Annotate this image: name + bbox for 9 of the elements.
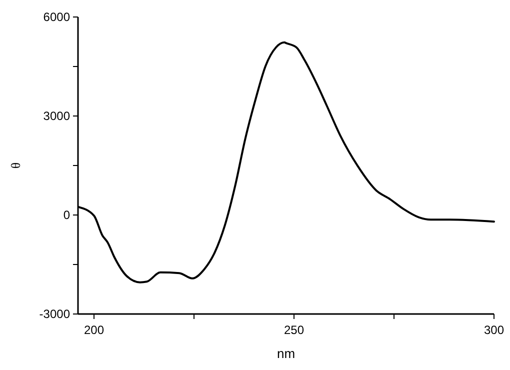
y-tick-label: 3000 <box>43 109 70 123</box>
x-tick-label: 300 <box>484 323 504 337</box>
y-tick-label: 0 <box>63 208 70 222</box>
y-tick-label: 6000 <box>43 10 70 24</box>
x-tick-label: 200 <box>84 323 104 337</box>
y-tick-label: -3000 <box>39 307 70 321</box>
x-axis-title: nm <box>276 346 296 361</box>
x-tick-label: 250 <box>284 323 304 337</box>
y-axis-title: θ <box>8 162 23 169</box>
